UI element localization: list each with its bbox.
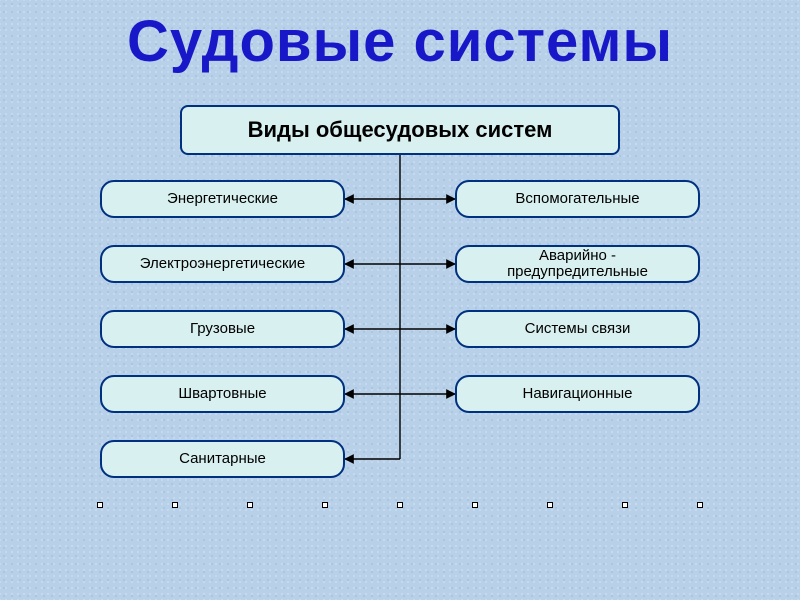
node-left-0: Энергетические (100, 180, 345, 218)
selection-handle (622, 502, 628, 508)
header-label: Виды общесудовых систем (248, 117, 553, 143)
page-title: Судовые системы (0, 8, 800, 75)
node-left-4: Санитарные (100, 440, 345, 478)
selection-handle (472, 502, 478, 508)
selection-handle (397, 502, 403, 508)
node-right-0: Вспомогательные (455, 180, 700, 218)
connector-layer (0, 0, 800, 600)
header-box: Виды общесудовых систем (180, 105, 620, 155)
selection-handle (247, 502, 253, 508)
node-right-1: Аварийно -предупредительные (455, 245, 700, 283)
selection-handle (697, 502, 703, 508)
node-left-2: Грузовые (100, 310, 345, 348)
node-left-1: Электроэнергетические (100, 245, 345, 283)
selection-handle (172, 502, 178, 508)
selection-handle (322, 502, 328, 508)
selection-handle (547, 502, 553, 508)
selection-handle (97, 502, 103, 508)
node-right-3: Навигационные (455, 375, 700, 413)
node-right-2: Системы связи (455, 310, 700, 348)
node-left-3: Швартовные (100, 375, 345, 413)
